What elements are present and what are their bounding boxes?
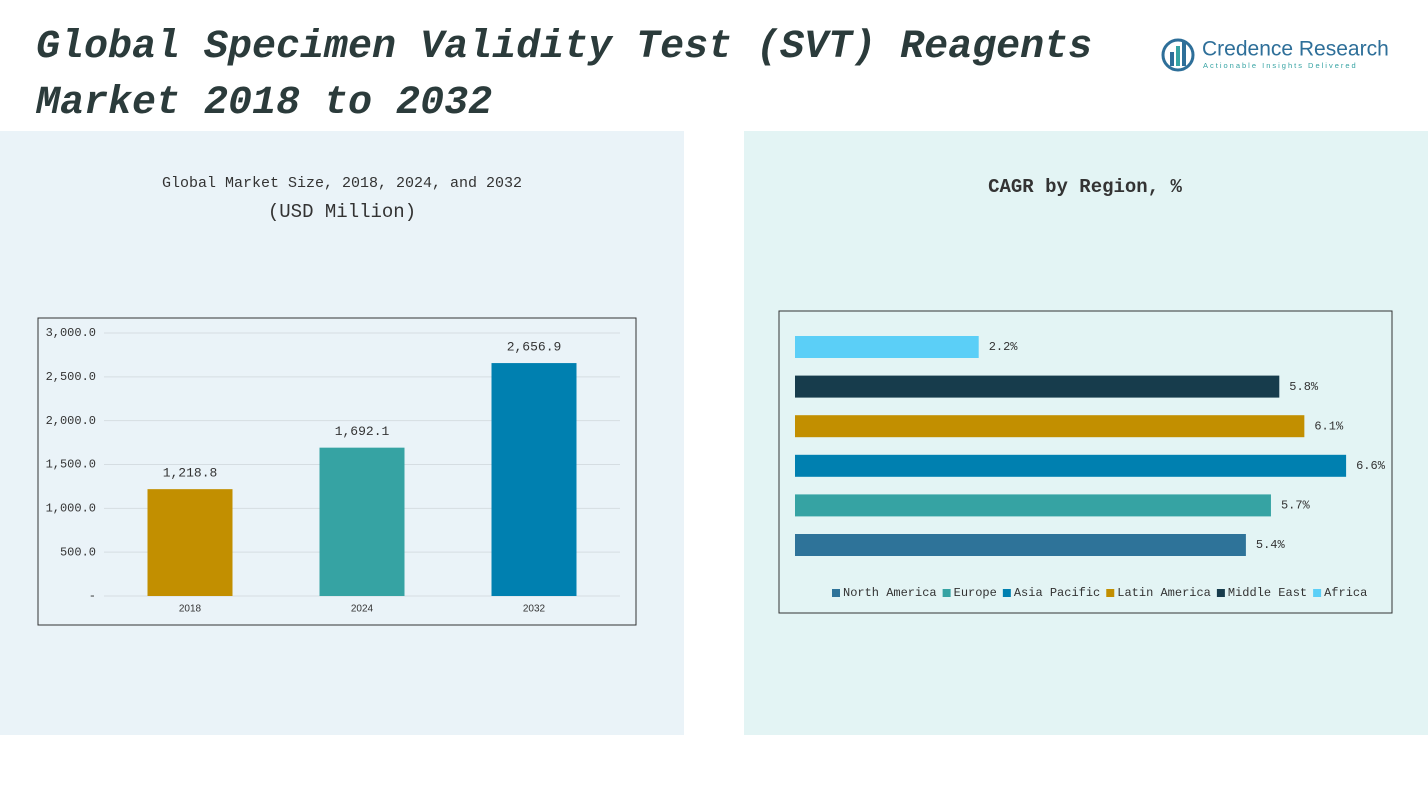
y-tick-label: 1,500.0 [46, 458, 96, 472]
x-tick-label: 2024 [351, 604, 374, 615]
legend-swatch [1106, 589, 1115, 597]
chart-title: CAGR by Region, % [988, 176, 1182, 198]
bar [795, 415, 1305, 438]
legend-label: Asia Pacific [1014, 586, 1100, 600]
chart-title: Global Market Size, 2018, 2024, and 2032 [162, 175, 522, 192]
data-label: 5.8% [1289, 380, 1319, 394]
bar [795, 336, 979, 358]
data-label: 1,692.1 [335, 424, 390, 439]
y-tick-label: 3,000.0 [46, 326, 96, 340]
bar [491, 363, 577, 596]
legend-label: Africa [1324, 586, 1367, 600]
legend-label: North America [843, 586, 937, 600]
left-chart-frame [37, 317, 637, 626]
y-tick-label: 500.0 [60, 545, 96, 559]
logo-icon [1161, 38, 1195, 72]
data-label: 6.6% [1356, 459, 1386, 473]
legend-label: Middle East [1228, 586, 1307, 600]
legend-swatch [832, 589, 840, 597]
x-tick-label: 2018 [179, 604, 202, 615]
data-label: 5.7% [1281, 499, 1311, 513]
y-tick-label: 1,000.0 [46, 502, 96, 516]
brand: Credence Research [1202, 38, 1389, 61]
right-chart-frame [778, 310, 1393, 614]
bar [795, 454, 1347, 477]
bar [795, 494, 1271, 517]
data-label: 1,218.8 [163, 466, 218, 481]
data-label: 2,656.9 [507, 340, 562, 355]
y-tick-label: 2,000.0 [46, 414, 96, 428]
legend-swatch [1313, 589, 1322, 597]
legend-swatch [1002, 589, 1011, 597]
data-label: 5.4% [1256, 538, 1286, 552]
data-label: 6.1% [1314, 419, 1344, 433]
bar [795, 534, 1246, 556]
y-tick-label: - [89, 589, 96, 603]
legend-label: Europe [954, 586, 997, 600]
chart-subtitle: (USD Million) [268, 201, 416, 223]
legend-swatch [942, 589, 951, 597]
legend-swatch [1216, 589, 1225, 597]
legend-label: Latin America [1117, 586, 1211, 600]
page-title: Global Specimen Validity Test (SVT) Reag… [36, 25, 1093, 126]
bar [319, 447, 405, 596]
bar [795, 375, 1280, 398]
data-label: 2.2% [989, 340, 1019, 354]
x-tick-label: 2032 [523, 604, 546, 615]
y-tick-label: 2,500.0 [46, 370, 96, 384]
tagline: Actionable Insights Delivered [1203, 61, 1358, 70]
bar [147, 489, 233, 596]
